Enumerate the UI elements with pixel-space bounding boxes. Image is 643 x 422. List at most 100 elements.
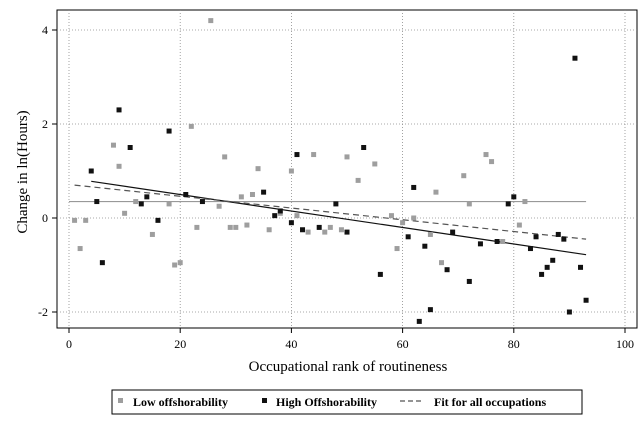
data-point (555, 231, 561, 237)
data-point (255, 166, 261, 172)
legend-box (111, 389, 583, 415)
data-point (477, 241, 483, 247)
y-axis-title: Change in ln(Hours) (15, 110, 31, 233)
data-point (277, 208, 283, 214)
data-point (300, 227, 306, 233)
data-point (338, 227, 344, 233)
data-point (116, 107, 122, 113)
data-point (266, 227, 272, 233)
series-high-offshorability (88, 55, 589, 324)
data-point (216, 203, 222, 209)
data-point (333, 201, 339, 207)
x-axis-title: Occupational rank of routineness (249, 359, 448, 375)
data-point (77, 246, 83, 252)
data-point (466, 278, 472, 284)
data-point (294, 213, 300, 219)
series-low-offshorability (72, 18, 528, 268)
x-tick-label: 0 (66, 337, 72, 351)
data-point (444, 267, 450, 273)
y-axis: -2 0 2 4 (38, 23, 57, 319)
data-point (344, 229, 350, 235)
data-point (222, 154, 228, 160)
data-point (539, 271, 545, 277)
data-point (110, 142, 116, 148)
data-point (500, 239, 506, 244)
data-point (388, 213, 394, 219)
data-point (208, 18, 214, 24)
data-point (344, 154, 350, 160)
data-point (561, 236, 567, 242)
data-point (227, 224, 233, 230)
data-point (433, 189, 439, 195)
data-point (583, 297, 589, 303)
data-point (522, 199, 528, 205)
y-tick-label: 0 (42, 211, 48, 225)
data-point (439, 260, 445, 266)
legend-label-fit: Fit for all occupations (434, 395, 546, 409)
data-point (272, 213, 278, 219)
data-point (183, 192, 189, 197)
data-point (199, 199, 205, 205)
x-tick-label: 40 (285, 337, 297, 351)
data-point (411, 215, 417, 221)
data-point (516, 222, 522, 228)
data-point (144, 194, 150, 200)
data-point (511, 194, 517, 200)
data-point (133, 199, 139, 205)
data-point (244, 222, 250, 228)
data-point (578, 264, 584, 270)
x-axis: 0 20 40 60 80 100 (66, 328, 634, 351)
data-point (361, 145, 367, 150)
data-point (305, 229, 311, 235)
data-point (166, 201, 172, 207)
y-tick-label: -2 (38, 305, 48, 319)
data-point (116, 163, 122, 169)
y-tick-label: 2 (42, 117, 48, 131)
grid-lines (57, 10, 637, 328)
fit-line-2 (74, 184, 587, 240)
data-point (483, 152, 489, 158)
x-tick-label: 100 (616, 337, 634, 351)
data-point (316, 224, 322, 230)
legend: Low offshorability High Offshorability F… (111, 389, 583, 415)
data-point (311, 152, 317, 158)
data-point (461, 173, 467, 179)
data-point (416, 318, 422, 324)
data-point (544, 264, 550, 270)
data-point (550, 257, 556, 263)
data-point (427, 231, 433, 237)
data-point (505, 201, 511, 207)
legend-label-low: Low offshorability (133, 395, 228, 409)
x-tick-label: 80 (508, 337, 520, 351)
data-point (294, 152, 300, 158)
data-point (288, 168, 294, 174)
data-point (233, 224, 239, 230)
x-tick-label: 60 (397, 337, 409, 351)
data-point (572, 55, 578, 61)
data-point (138, 201, 144, 207)
data-point (177, 260, 183, 266)
data-point (533, 234, 539, 240)
data-point (249, 192, 255, 197)
data-point (99, 260, 105, 266)
legend-marker-low (118, 398, 123, 403)
data-point (411, 184, 417, 190)
data-point (188, 123, 194, 129)
data-point (122, 210, 128, 216)
data-point (322, 229, 328, 235)
data-point (405, 234, 411, 240)
data-points (72, 18, 589, 324)
data-point (377, 271, 383, 277)
data-point (327, 224, 333, 230)
data-point (194, 224, 200, 230)
legend-label-high: High Offshorability (276, 395, 377, 409)
data-point (394, 246, 400, 252)
data-point (355, 177, 361, 183)
data-point (450, 229, 456, 235)
data-point (288, 220, 294, 226)
data-point (489, 159, 495, 165)
data-point (261, 189, 267, 195)
data-point (422, 243, 428, 249)
data-point (372, 161, 378, 167)
